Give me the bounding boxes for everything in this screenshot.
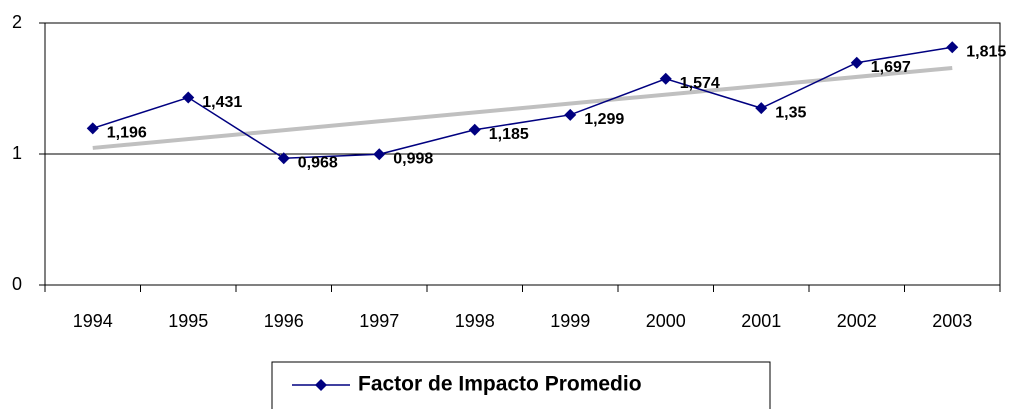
x-tick-label: 1999: [550, 311, 590, 331]
x-tick-label: 1995: [168, 311, 208, 331]
x-tick-label: 2003: [932, 311, 972, 331]
data-label: 1,431: [202, 94, 242, 111]
data-label: 1,35: [775, 104, 806, 121]
x-tick-label: 1994: [73, 311, 113, 331]
marker: [850, 56, 863, 69]
data-label: 1,815: [966, 43, 1006, 60]
x-tick-label: 2000: [646, 311, 686, 331]
marker: [373, 148, 386, 161]
marker: [86, 122, 99, 135]
y-tick-label: 0: [12, 274, 22, 294]
data-label: 0,968: [298, 154, 338, 171]
data-label: 1,196: [107, 125, 147, 142]
x-tick-label: 2001: [741, 311, 781, 331]
x-tick-label: 2002: [837, 311, 877, 331]
marker: [946, 41, 959, 54]
marker: [468, 123, 481, 136]
x-tick-label: 1997: [359, 311, 399, 331]
data-label: 1,574: [680, 75, 720, 92]
data-label: 1,697: [871, 59, 911, 76]
series-line: [92, 46, 953, 159]
x-tick-label: 1998: [455, 311, 495, 331]
data-label: 1,299: [584, 111, 624, 128]
marker: [182, 91, 195, 104]
data-label: 0,998: [393, 150, 433, 167]
legend-marker: [315, 379, 327, 391]
data-label: 1,185: [489, 126, 529, 143]
marker: [277, 152, 290, 165]
y-tick-label: 1: [12, 143, 22, 163]
marker: [564, 108, 577, 121]
x-tick-label: 1996: [264, 311, 304, 331]
legend-box: [271, 361, 771, 409]
y-tick-label: 2: [12, 12, 22, 32]
marker: [659, 72, 672, 85]
trendline: [92, 66, 953, 150]
marker: [755, 102, 768, 115]
legend-label: Factor de Impacto Promedio: [358, 373, 642, 396]
